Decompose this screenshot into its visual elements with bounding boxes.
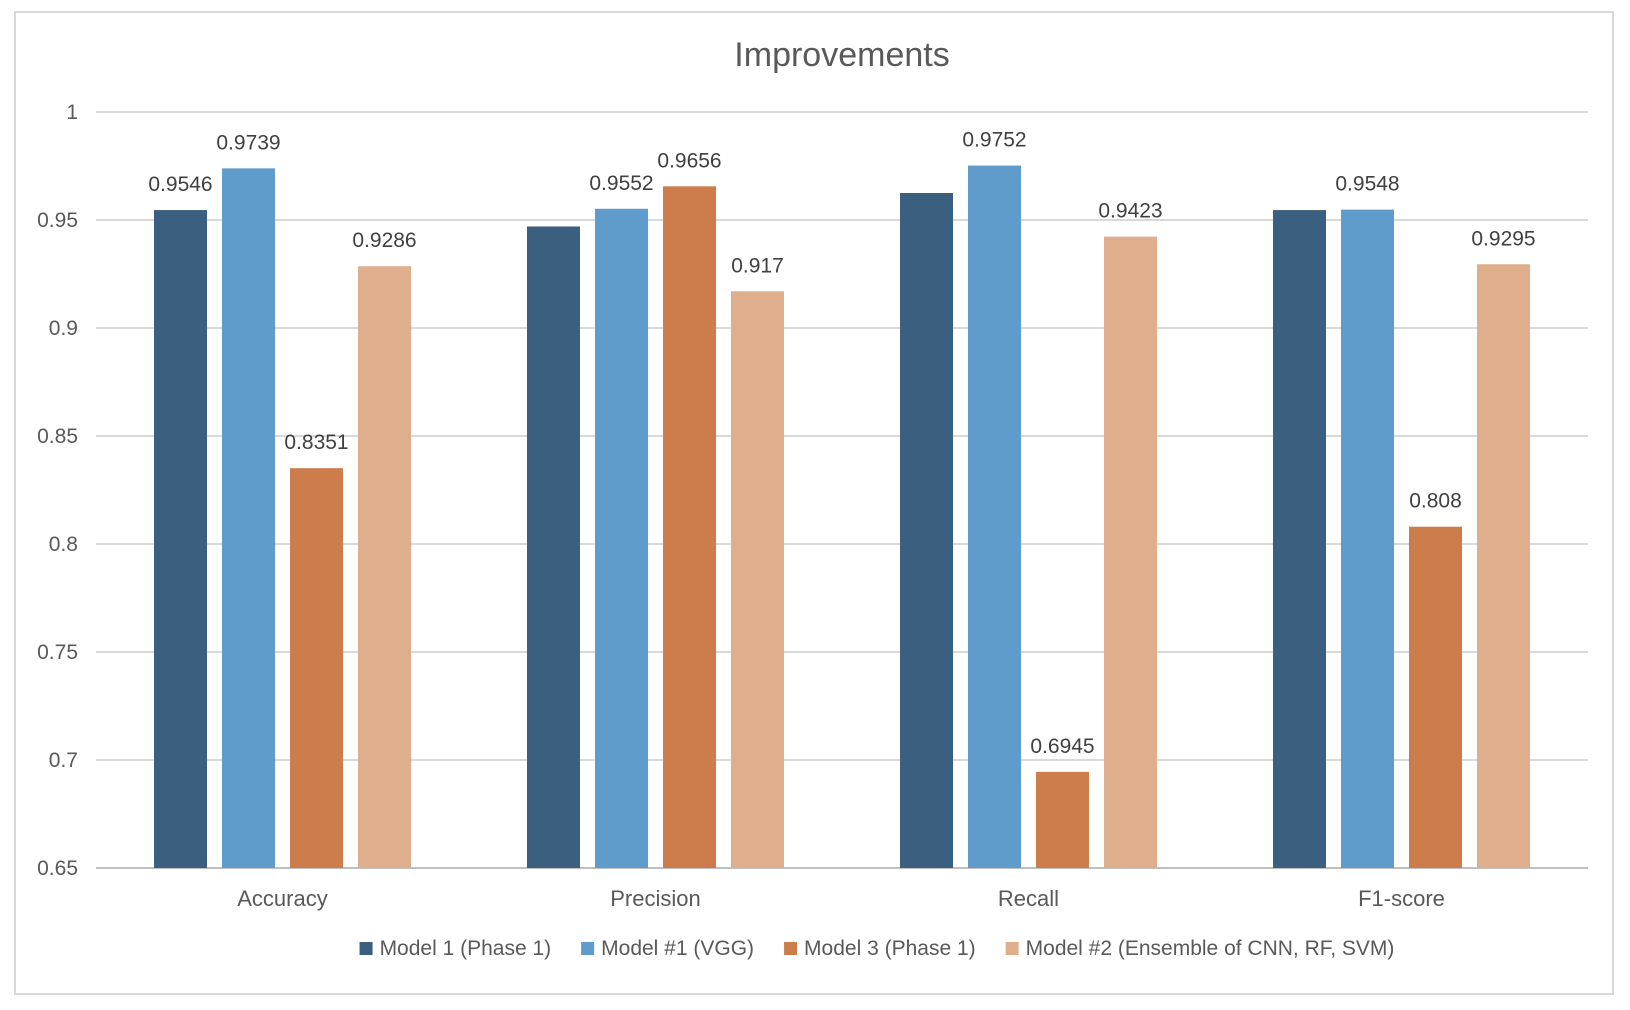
chart-title: Improvements [734,36,949,74]
data-label: 0.9739 [216,131,280,154]
bar-f1-score-series-1 [1273,210,1326,869]
legend-item: Model #2 (Ensemble of CNN, RF, SVM) [1005,937,1395,960]
data-label: 0.9552 [589,172,653,195]
bar-f1-score-series-2 [1341,209,1394,868]
x-axis-categories: Accuracy Precision Recall F1-score [237,886,1445,911]
bar-accuracy-series-4 [358,266,411,868]
bar-precision-series-1 [527,226,580,869]
data-label: 0.808 [1409,490,1462,513]
y-tick-label: 0.9 [49,317,78,340]
data-label: 0.6945 [1030,735,1094,758]
legend-label: Model 3 (Phase 1) [804,937,976,960]
x-category-label: F1-score [1358,886,1445,911]
data-label: 0.9656 [657,149,721,172]
bar-precision-series-3 [663,186,716,868]
y-axis-ticks: 0.65 0.7 0.75 0.8 0.85 0.9 0.95 1 [37,101,78,880]
y-tick-label: 0.8 [49,533,78,556]
legend-label: Model #1 (VGG) [601,937,754,960]
data-label: 0.8351 [284,431,348,454]
y-tick-label: 0.85 [37,425,78,448]
y-tick-label: 0.65 [37,857,78,880]
legend-label: Model #2 (Ensemble of CNN, RF, SVM) [1026,937,1395,960]
legend-item: Model 1 (Phase 1) [359,937,552,960]
bar-accuracy-series-1 [154,210,207,869]
bar-f1-score-series-4 [1477,264,1530,868]
gridlines [96,111,1588,869]
x-category-label: Recall [998,886,1059,911]
legend-swatch [359,942,373,955]
bar-accuracy-series-3 [290,468,343,868]
y-tick-label: 0.7 [49,749,78,772]
data-label: 0.9546 [148,173,212,196]
data-label: 0.9752 [962,129,1026,152]
bar-precision-series-2 [595,208,648,868]
legend-swatch [1005,942,1019,955]
legend-item: Model 3 (Phase 1) [784,937,976,960]
bar-recall-series-1 [900,193,953,868]
bar-recall-series-4 [1104,236,1157,868]
bar-precision-series-4 [731,291,784,868]
bar-recall-series-3 [1036,771,1089,868]
legend-swatch [784,942,798,955]
legend-swatch [581,942,595,955]
y-tick-label: 0.95 [37,209,78,232]
y-tick-label: 1 [66,101,78,124]
data-label: 0.9286 [352,229,416,252]
legend: Model 1 (Phase 1) Model #1 (VGG) Model 3 (… [359,937,1395,960]
x-category-label: Accuracy [237,886,327,911]
legend-label: Model 1 (Phase 1) [380,937,552,960]
data-label: 0.9423 [1098,200,1162,223]
data-label: 0.917 [731,254,784,277]
bar-recall-series-2 [968,165,1021,868]
x-category-label: Precision [610,886,700,911]
data-label: 0.9295 [1471,227,1535,250]
y-tick-label: 0.75 [37,641,78,664]
data-label: 0.9548 [1335,173,1399,196]
bar-f1-score-series-3 [1409,526,1462,868]
bars [154,165,1530,869]
legend-item: Model #1 (VGG) [581,937,754,960]
bar-accuracy-series-2 [222,168,275,869]
